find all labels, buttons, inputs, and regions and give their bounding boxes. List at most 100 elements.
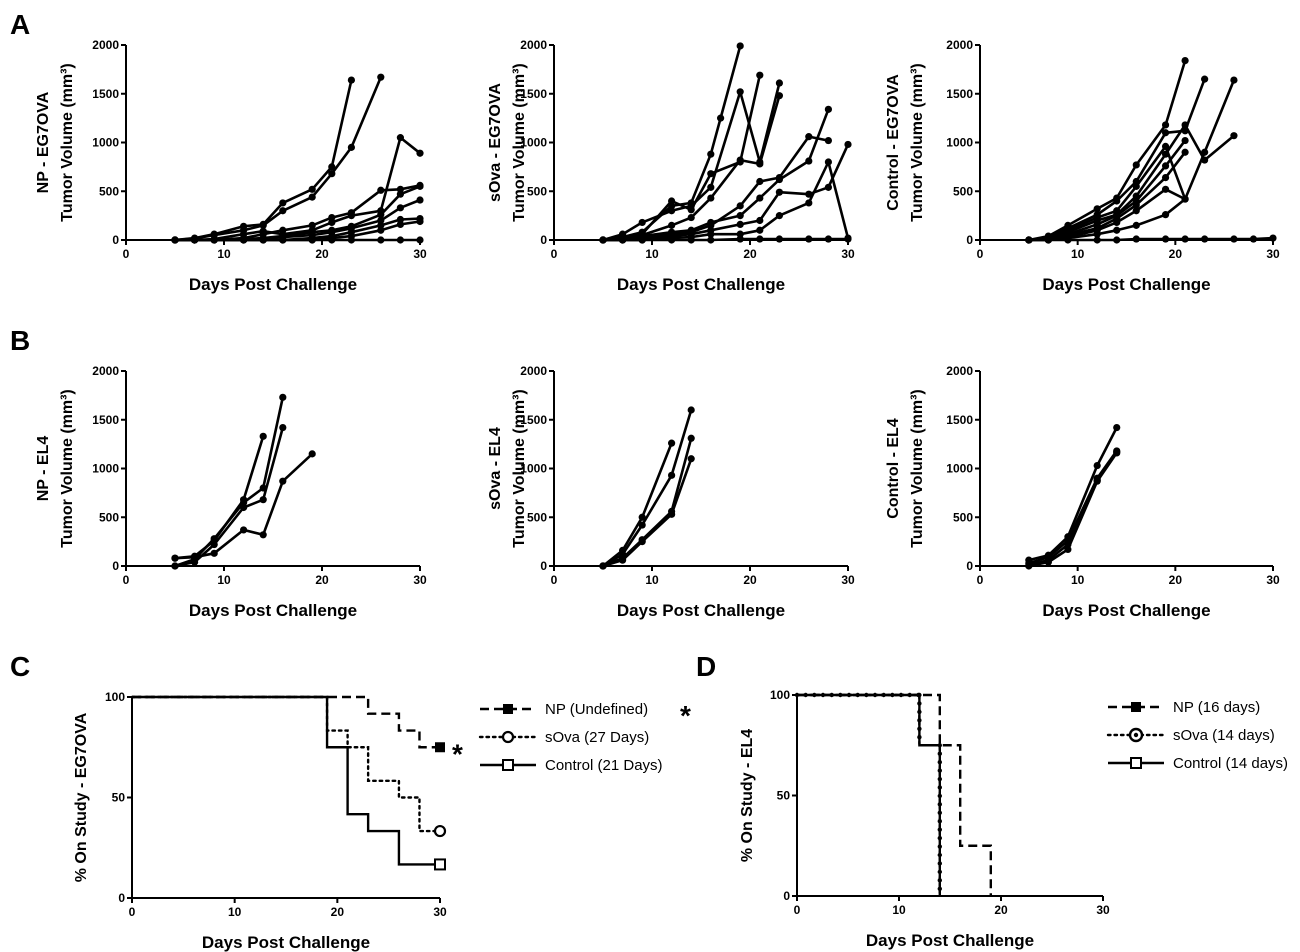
x-tick-label: 0 [794,903,801,917]
y-axis-label: sOva - EG7OVA [487,83,504,202]
data-point [1161,142,1170,150]
data-point [328,236,336,244]
data-point [328,213,336,222]
x-tick-label: 20 [1169,573,1183,587]
x-axis-label: Days Post Challenge [1042,275,1210,294]
panel-label-a: A [10,9,30,40]
legend-label-3: Control (21 Days) [545,757,663,774]
y-tick-label: 100 [105,690,125,704]
data-point [756,177,764,186]
data-point [279,199,287,207]
data-point [347,236,355,244]
y-tick-label: 0 [112,559,119,573]
x-tick-label: 30 [413,573,427,587]
chart-C: 0 10 20 30 0 50 100 Days Post Challenge % On Stu… [73,690,691,952]
data-point [210,236,218,244]
data-point [707,236,715,244]
series-line-2 [1028,450,1118,565]
survival-curve-3 [132,695,440,866]
data-point [736,235,744,243]
data-point [687,434,695,442]
data-point [687,236,695,244]
data-point [1181,235,1189,243]
x-axis-label: Days Post Challenge [189,275,357,294]
data-point [1201,156,1209,164]
series-line-3 [174,427,285,568]
y-tick-label: 100 [770,688,790,702]
data-point [1113,226,1121,234]
chart-B2: 0 10 20 30 0 500 1000 1500 2000 Days Post Challen… [487,364,855,620]
data-point [308,236,316,244]
data-point [347,143,355,151]
data-point [736,42,744,50]
data-point [668,439,676,447]
data-point [259,496,267,504]
data-point [1161,121,1170,129]
data-point [279,226,287,234]
data-point [1161,150,1170,158]
data-point [1093,236,1101,244]
data-point [308,221,316,229]
data-point [775,174,784,182]
data-point [687,202,695,210]
data-point [1269,234,1277,242]
x-tick-label: 10 [217,247,231,261]
data-point [1132,161,1140,169]
data-point [1230,235,1238,243]
data-point [1161,129,1170,137]
data-point [396,220,404,228]
data-point [775,235,784,243]
x-axis-label: Days Post Challenge [189,601,357,620]
y-tick-label: 1000 [946,136,973,150]
data-point [259,236,267,244]
legend-marker-1 [1131,702,1141,712]
y-tick-label: 2000 [946,38,973,52]
x-tick-label: 0 [977,247,984,261]
x-tick-label: 0 [551,247,558,261]
data-point [736,88,744,96]
data-point [259,432,267,440]
y-axis-label: Tumor Volume (mm³) [511,389,528,548]
data-point [775,188,784,196]
data-point [171,236,179,244]
data-point [259,531,267,539]
series-line-1 [174,79,353,242]
legend-marker-2 [501,730,515,744]
y-tick-label: 2000 [92,38,119,52]
data-point [1113,449,1121,457]
y-tick-label: 1000 [520,462,547,476]
data-point [377,186,385,194]
y-axis-label: Control - EL4 [885,418,902,519]
y-tick-label: 0 [118,891,125,905]
y-tick-label: 500 [99,510,119,524]
data-point [1093,230,1101,238]
data-point [1093,461,1101,470]
data-point [668,236,676,244]
y-tick-label: 1000 [92,136,119,150]
data-point [707,150,715,158]
x-axis-label: Days Post Challenge [202,933,370,952]
data-point [1044,236,1052,244]
data-point [1132,207,1140,215]
data-point [824,158,833,166]
data-point [707,170,715,178]
series-line-2 [174,76,382,242]
y-tick-label: 0 [966,233,973,247]
x-tick-label: 30 [413,247,427,261]
data-point [824,136,833,145]
data-point [756,71,764,79]
data-point [1161,235,1170,243]
data-point [1230,76,1238,84]
y-tick-label: 50 [777,789,791,803]
data-point [171,554,179,562]
data-point [707,183,715,191]
x-tick-label: 20 [743,247,757,261]
x-tick-label: 20 [1169,247,1183,261]
data-point [756,160,764,168]
data-point [1181,136,1189,145]
data-point [1093,205,1101,213]
y-axis-label: Control - EG7OVA [885,74,902,211]
x-axis-label: Days Post Challenge [617,601,785,620]
y-tick-label: 0 [966,559,973,573]
data-point [308,450,316,458]
